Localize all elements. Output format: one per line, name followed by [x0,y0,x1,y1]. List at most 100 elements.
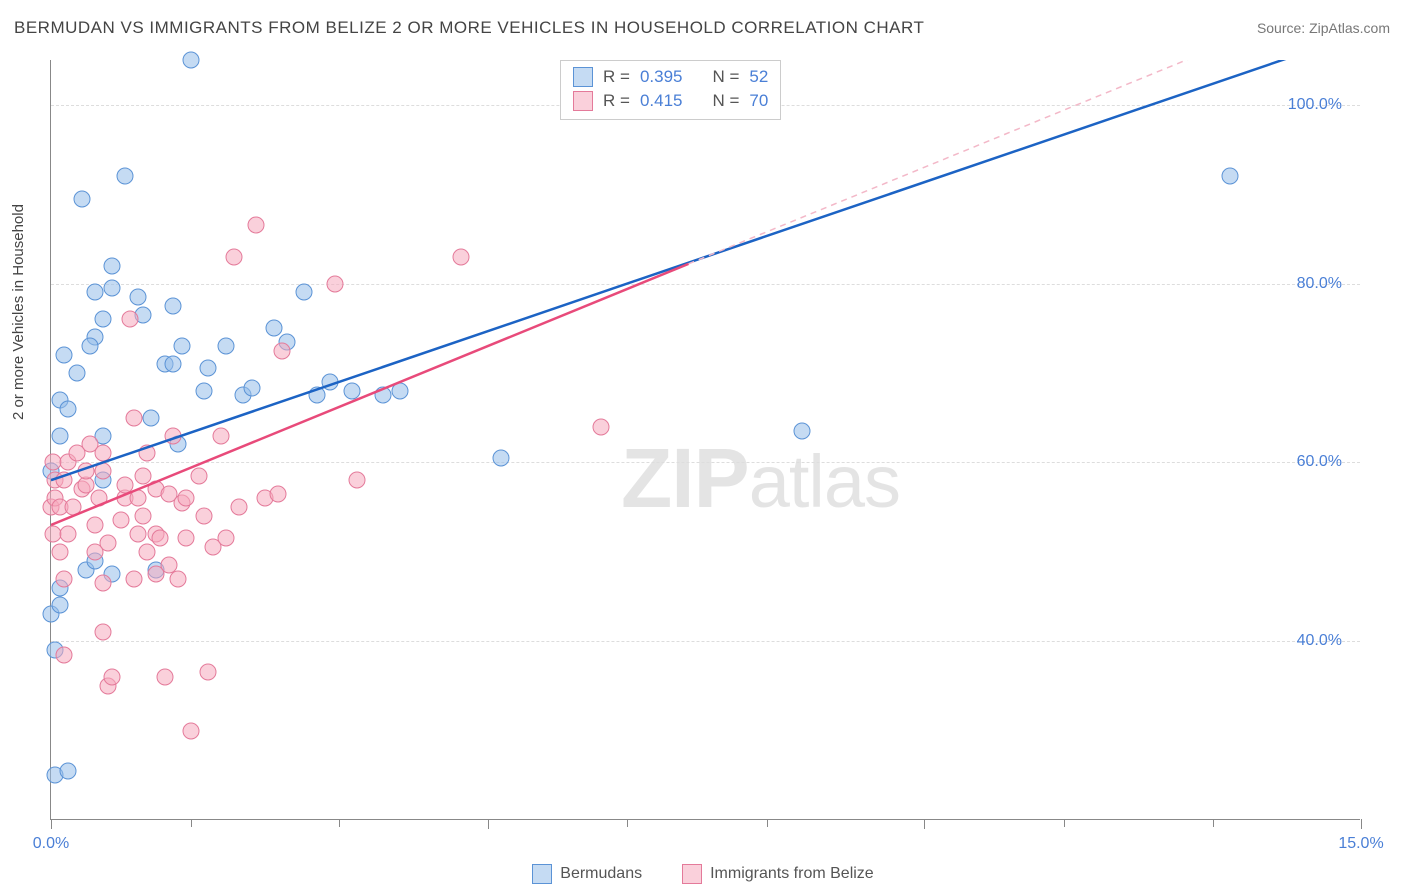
n-label: N = [712,91,739,111]
scatter-point [195,508,212,525]
scatter-point [326,275,343,292]
scatter-point [60,400,77,417]
scatter-point [213,427,230,444]
scatter-point [73,190,90,207]
scatter-point [143,409,160,426]
scatter-point [117,168,134,185]
scatter-point [104,257,121,274]
scatter-point [51,543,68,560]
plot-area: ZIPatlas 40.0%60.0%80.0%100.0%0.0%15.0% [50,60,1360,820]
scatter-point [492,449,509,466]
scatter-point [243,380,260,397]
scatter-point [125,409,142,426]
scatter-point [117,476,134,493]
scatter-point [82,338,99,355]
x-minor-tick [191,819,192,827]
scatter-point [165,356,182,373]
bottom-legend-item: Bermudans [532,864,642,884]
scatter-point [217,338,234,355]
scatter-point [60,525,77,542]
scatter-point [51,597,68,614]
scatter-point [95,463,112,480]
scatter-point [794,423,811,440]
scatter-point [130,288,147,305]
r-value: 0.415 [640,91,683,111]
scatter-point [56,570,73,587]
scatter-point [51,427,68,444]
scatter-point [200,664,217,681]
scatter-point [178,530,195,547]
scatter-point [139,543,156,560]
legend-swatch [532,864,552,884]
x-tick-label: 0.0% [33,835,69,853]
watermark: ZIPatlas [621,430,900,527]
legend-label: Bermudans [560,865,642,883]
scatter-point [130,525,147,542]
scatter-point [99,534,116,551]
scatter-point [44,454,61,471]
scatter-point [230,499,247,516]
scatter-point [44,525,61,542]
scatter-point [248,217,265,234]
scatter-point [134,508,151,525]
stats-legend-row: R = 0.395N = 52 [573,65,768,89]
scatter-point [265,320,282,337]
x-minor-tick [767,819,768,827]
chart-title: BERMUDAN VS IMMIGRANTS FROM BELIZE 2 OR … [14,18,924,38]
scatter-point [309,387,326,404]
scatter-point [348,472,365,489]
y-tick-label: 60.0% [1297,453,1342,471]
scatter-point [453,248,470,265]
x-tick [488,819,489,829]
legend-label: Immigrants from Belize [710,865,874,883]
scatter-point [95,624,112,641]
x-minor-tick [1064,819,1065,827]
scatter-point [165,297,182,314]
legend-swatch [682,864,702,884]
scatter-point [139,445,156,462]
scatter-point [56,472,73,489]
bottom-legend: Bermudans Immigrants from Belize [0,864,1406,884]
scatter-point [69,364,86,381]
x-tick-label: 15.0% [1338,835,1383,853]
scatter-point [374,387,391,404]
scatter-point [195,382,212,399]
scatter-point [56,646,73,663]
scatter-point [182,52,199,69]
scatter-point [86,284,103,301]
scatter-point [178,490,195,507]
scatter-point [392,382,409,399]
scatter-point [344,382,361,399]
scatter-point [191,467,208,484]
y-axis-label: 2 or more Vehicles in Household [10,204,27,420]
n-value: 70 [749,91,768,111]
r-label: R = [603,67,630,87]
scatter-point [125,570,142,587]
scatter-point [64,499,81,516]
scatter-point [1222,168,1239,185]
stats-legend: R = 0.395N = 52R = 0.415 N = 70 [560,60,781,120]
scatter-point [134,467,151,484]
scatter-point [217,530,234,547]
scatter-point [112,512,129,529]
scatter-point [169,570,186,587]
scatter-point [182,722,199,739]
scatter-point [104,668,121,685]
x-tick [924,819,925,829]
scatter-point [86,516,103,533]
y-tick-label: 100.0% [1288,96,1342,114]
r-value: 0.395 [640,67,683,87]
scatter-point [226,248,243,265]
scatter-point [322,373,339,390]
scatter-point [121,311,138,328]
n-value: 52 [749,67,768,87]
x-minor-tick [339,819,340,827]
gridline [51,284,1360,285]
scatter-point [270,485,287,502]
trend-lines [51,60,1361,820]
scatter-point [60,762,77,779]
scatter-point [200,360,217,377]
scatter-point [152,530,169,547]
scatter-point [130,490,147,507]
gridline [51,641,1360,642]
